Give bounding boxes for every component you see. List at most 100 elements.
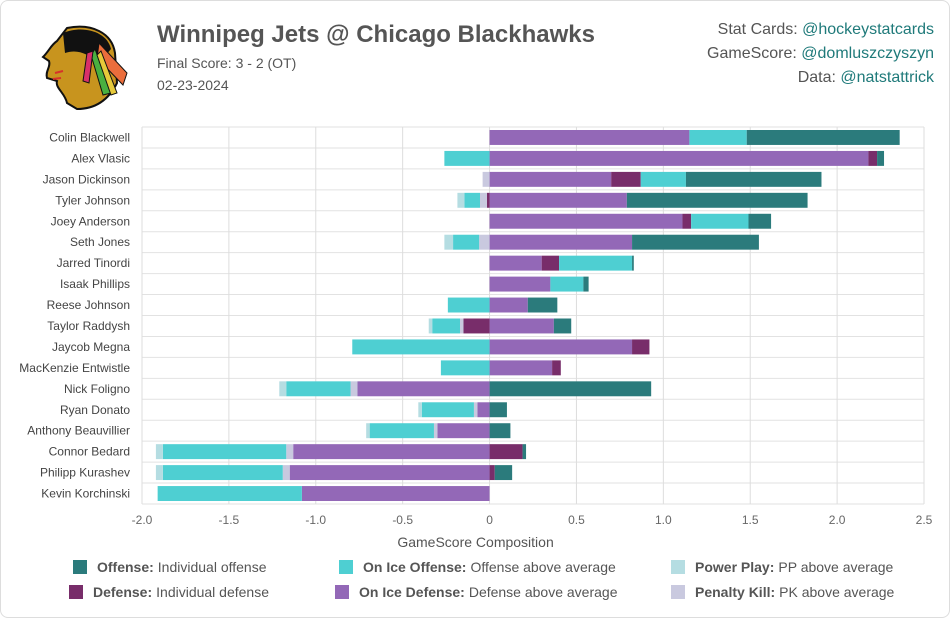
x-tick-label: -2.0 [132, 513, 153, 527]
x-axis-title: GameScore Composition [397, 534, 553, 550]
game-title: Winnipeg Jets @ Chicago Blackhawks [157, 21, 595, 48]
x-tick-label: 1.0 [655, 513, 672, 527]
bar-segment-on-ice-offense [369, 423, 434, 439]
bar-segment-power-play [418, 402, 422, 418]
game-date: 02-23-2024 [157, 77, 229, 93]
legend-swatch [73, 560, 87, 574]
bar-segment-offense [748, 213, 772, 229]
credit-link[interactable]: @hockeystatcards [802, 21, 934, 38]
credit-gamescore: GameScore: @domluszczyszyn [707, 42, 934, 66]
player-label: Philipp Kurashev [40, 466, 130, 480]
credit-stat-cards: Stat Cards: @hockeystatcards [707, 18, 934, 42]
bar-segment-power-play [444, 234, 454, 250]
bar-segment-on-ice-defense [489, 297, 528, 313]
bar-segment-penalty-kill [286, 444, 294, 460]
bar-segment-offense [583, 276, 589, 292]
legend-swatch [671, 560, 685, 574]
final-score: Final Score: 3 - 2 (OT) [157, 55, 297, 71]
bar-segment-on-ice-offense [464, 192, 480, 208]
bar-segment-offense [494, 465, 513, 481]
bar-segment-on-ice-offense [162, 465, 283, 481]
bar-segment-penalty-kill [282, 465, 290, 481]
legend-desc: Individual defense [156, 584, 270, 600]
bar-segment-on-ice-defense [489, 318, 554, 334]
player-label: Colin Blackwell [49, 130, 130, 144]
bar-segment-on-ice-defense [489, 234, 633, 250]
bar-segment-offense [685, 171, 822, 187]
bar-segment-on-ice-offense [440, 360, 490, 376]
x-tick-label: 2.5 [916, 513, 933, 527]
legend-name: Penalty Kill: [695, 584, 776, 600]
bar-segment-on-ice-offense [640, 171, 686, 187]
player-label: Jason Dickinson [43, 172, 130, 186]
credit-link[interactable]: @domluszczyszyn [801, 45, 934, 62]
legend-offense: Offense: Individual offense [73, 559, 267, 575]
x-tick-label: 2.0 [829, 513, 846, 527]
bar-segment-on-ice-defense [489, 339, 633, 355]
legend-name: Power Play: [695, 559, 775, 575]
player-label: Jarred Tinordi [57, 256, 130, 270]
bar-segment-on-ice-offense [691, 213, 749, 229]
credits: Stat Cards: @hockeystatcards GameScore: … [707, 18, 934, 90]
credit-label: GameScore: [707, 45, 802, 62]
bar-segment-on-ice-defense [489, 150, 869, 166]
bar-segment-penalty-kill [473, 402, 478, 418]
legend-name: On Ice Offense: [363, 559, 467, 575]
bar-segment-on-ice-defense [301, 486, 490, 501]
x-tick-label: -1.0 [305, 513, 326, 527]
bar-segment-power-play [155, 444, 163, 460]
player-label: Isaak Phillips [60, 277, 130, 291]
bar-segment-offense [489, 402, 507, 418]
bar-segment-on-ice-offense [689, 130, 747, 145]
x-tick-label: -1.5 [219, 513, 240, 527]
legend-swatch [335, 585, 349, 599]
bar-segment-on-ice-defense [477, 402, 490, 418]
bar-segment-on-ice-offense [444, 150, 490, 166]
bar-segment-on-ice-defense [489, 276, 551, 292]
legend-desc: Offense above average [470, 559, 616, 575]
bar-segment-on-ice-offense [550, 276, 584, 292]
player-label: Reese Johnson [47, 298, 130, 312]
bar-segment-defense [463, 318, 490, 334]
bar-segment-power-play [155, 465, 163, 481]
bar-segment-power-play [457, 192, 465, 208]
bar-segment-offense [632, 255, 634, 271]
bar-segment-power-play [428, 318, 433, 334]
bar-segment-on-ice-offense [447, 297, 490, 313]
legend-name: Defense: [93, 584, 153, 600]
legend-swatch [339, 560, 353, 574]
bar-segment-on-ice-offense [559, 255, 633, 271]
blackhawks-logo [41, 25, 128, 111]
legend-name: On Ice Defense: [359, 584, 465, 600]
bar-segment-on-ice-offense [157, 486, 302, 501]
bar-segment-on-ice-defense [357, 381, 490, 397]
bar-segment-on-ice-offense [453, 234, 480, 250]
legend-on-ice-defense: On Ice Defense: Defense above average [335, 584, 618, 600]
bar-segment-power-play [366, 423, 370, 439]
bar-segment-on-ice-defense [489, 255, 542, 271]
bar-segment-offense [527, 297, 558, 313]
bar-segment-on-ice-defense [489, 192, 627, 208]
bar-segment-on-ice-defense [293, 444, 490, 460]
bar-segment-offense [522, 444, 527, 460]
player-label: Seth Jones [70, 235, 130, 249]
credit-link[interactable]: @natstattrick [840, 69, 934, 86]
bar-segment-penalty-kill [482, 171, 490, 187]
bar-segment-offense [632, 234, 759, 250]
player-label: Alex Vlasic [71, 151, 130, 165]
credit-data: Data: @natstattrick [707, 66, 934, 90]
bar-segment-offense [877, 150, 885, 166]
bar-segment-defense [868, 150, 878, 166]
legend-swatch [671, 585, 685, 599]
bar-segment-defense [541, 255, 560, 271]
bar-segment-penalty-kill [350, 381, 358, 397]
x-tick-label: 0.5 [568, 513, 585, 527]
bar-segment-power-play [279, 381, 287, 397]
bar-segment-defense [486, 192, 490, 208]
legend-power-play: Power Play: PP above average [671, 559, 893, 575]
bar-segment-offense [746, 130, 900, 145]
bar-segment-penalty-kill [479, 192, 487, 208]
bar-segment-defense [552, 360, 561, 376]
legend-defense: Defense: Individual defense [69, 584, 269, 600]
